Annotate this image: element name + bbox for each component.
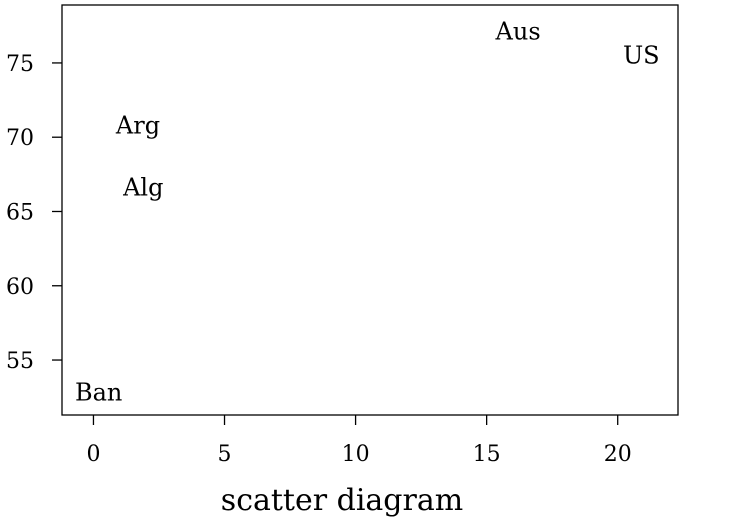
x-tick-label: 0 — [86, 442, 100, 467]
point-label-us: US — [623, 42, 660, 70]
point-label-ban: Ban — [75, 379, 122, 407]
x-tick-label: 15 — [473, 442, 501, 467]
x-tick-label: 10 — [342, 442, 370, 467]
y-tick-label: 70 — [6, 126, 34, 151]
point-label-arg: Arg — [115, 111, 160, 139]
x-axis: 0 5 10 15 20 — [86, 415, 632, 467]
point-label-aus: Aus — [495, 18, 541, 46]
plot-frame — [61, 4, 679, 416]
y-axis: 55 60 65 70 75 — [6, 52, 62, 374]
x-axis-title: scatter diagram — [221, 483, 463, 518]
y-tick-label: 75 — [6, 52, 34, 77]
y-tick-label: 65 — [6, 200, 34, 225]
point-labels: Aus US Arg Alg Ban — [75, 18, 660, 407]
x-tick-label: 20 — [604, 442, 632, 467]
point-label-alg: Alg — [122, 174, 163, 202]
x-tick-label: 5 — [218, 442, 232, 467]
y-tick-label: 60 — [6, 275, 34, 300]
y-tick-label: 55 — [6, 349, 34, 374]
